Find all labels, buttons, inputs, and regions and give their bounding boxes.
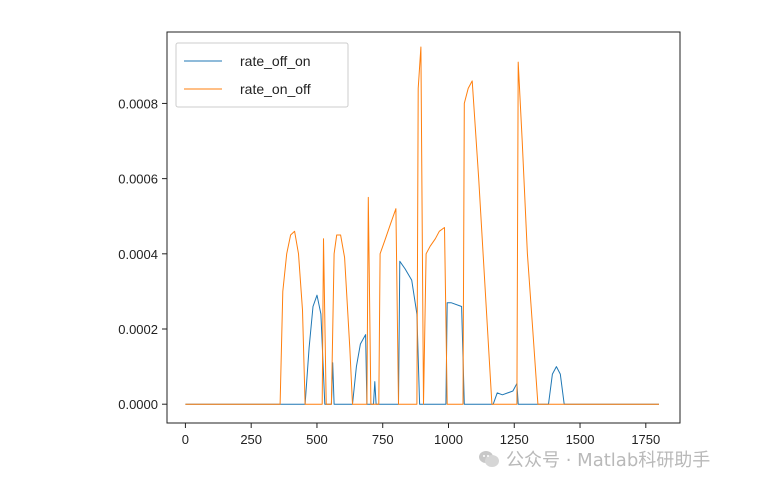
y-tick-label: 0.0004 <box>118 247 158 262</box>
y-axis: 0.0000 0.0002 0.0004 0.0006 0.0008 <box>118 96 167 412</box>
series-line-rate-on-off <box>185 46 659 405</box>
series-lines <box>185 46 659 405</box>
y-tick-label: 0.0000 <box>118 397 158 412</box>
wechat-icon <box>478 450 500 468</box>
x-tick-label: 1750 <box>631 432 660 447</box>
y-tick-label: 0.0002 <box>118 322 158 337</box>
x-tick-label: 1250 <box>500 432 529 447</box>
legend-box <box>175 42 349 108</box>
x-tick-label: 750 <box>372 432 394 447</box>
y-tick-label: 0.0006 <box>118 172 158 187</box>
x-tick-label: 500 <box>306 432 328 447</box>
watermark: 公众号 · Matlab科研助手 <box>478 446 710 472</box>
x-axis: 0 250 500 750 1000 1250 1500 1750 <box>182 423 660 447</box>
legend-label-rate-off-on: rate_off_on <box>240 53 311 69</box>
x-tick-label: 250 <box>240 432 262 447</box>
x-tick-label: 0 <box>182 432 189 447</box>
x-tick-label: 1000 <box>434 432 463 447</box>
y-tick-label: 0.0008 <box>118 96 158 111</box>
legend-label-rate-on-off: rate_on_off <box>240 81 311 97</box>
watermark-text: 公众号 · Matlab科研助手 <box>506 450 711 471</box>
legend: rate_off_on rate_on_off <box>175 42 349 108</box>
x-tick-label: 1500 <box>566 432 595 447</box>
